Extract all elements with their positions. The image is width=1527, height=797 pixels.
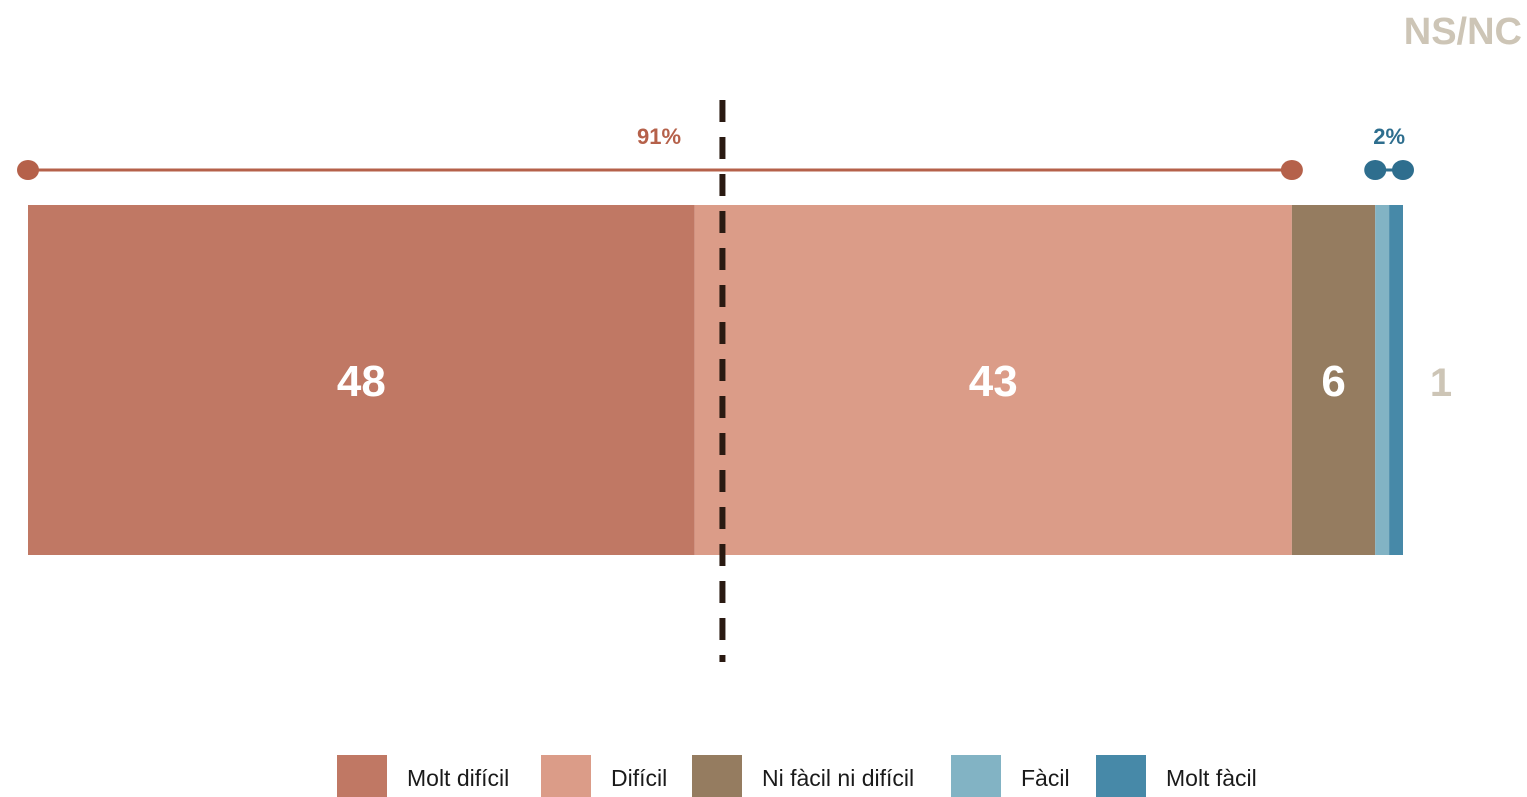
bars-group	[28, 205, 1403, 555]
nsnc-value-label: 1	[1430, 361, 1452, 405]
legend-swatch-1	[337, 755, 387, 797]
legend-label-1: Molt difícil	[407, 765, 509, 791]
bracket-end-dot-2	[1392, 160, 1414, 180]
bar-segment-2	[694, 205, 1292, 555]
legend-label-4: Fàcil	[1021, 765, 1070, 791]
segment-value-label-3: 6	[1321, 357, 1345, 406]
segment-value-label-2: 43	[969, 357, 1018, 406]
nsnc-header: NS/NC	[1404, 11, 1522, 53]
segment-labels-group: 48 43 6	[337, 357, 1346, 406]
legend-swatch-3	[692, 755, 742, 797]
legend-swatch-5	[1096, 755, 1146, 797]
segment-value-label-1: 48	[337, 357, 386, 406]
bar-segment-1	[28, 205, 695, 555]
legend-label-2: Difícil	[611, 765, 667, 791]
bracket-label-1: 91%	[637, 124, 681, 149]
legend-swatch-2	[541, 755, 591, 797]
bracket-start-dot-2	[1364, 160, 1387, 180]
legend-label-3: Ni fàcil ni difícil	[762, 765, 914, 791]
legend: Molt difícil Difícil Ni fàcil ni difícil Fà…	[337, 755, 1257, 797]
brackets-group: 91% 2%	[17, 124, 1414, 180]
legend-label-5: Molt fàcil	[1166, 765, 1257, 791]
bracket-label-2: 2%	[1373, 124, 1405, 149]
bracket-end-dot-1	[1280, 160, 1303, 180]
bar-segment-4	[1375, 205, 1390, 555]
bar-segment-3	[1291, 205, 1376, 555]
bar-segment-5	[1389, 205, 1403, 555]
bracket-start-dot-1	[17, 160, 39, 180]
legend-swatch-4	[951, 755, 1001, 797]
